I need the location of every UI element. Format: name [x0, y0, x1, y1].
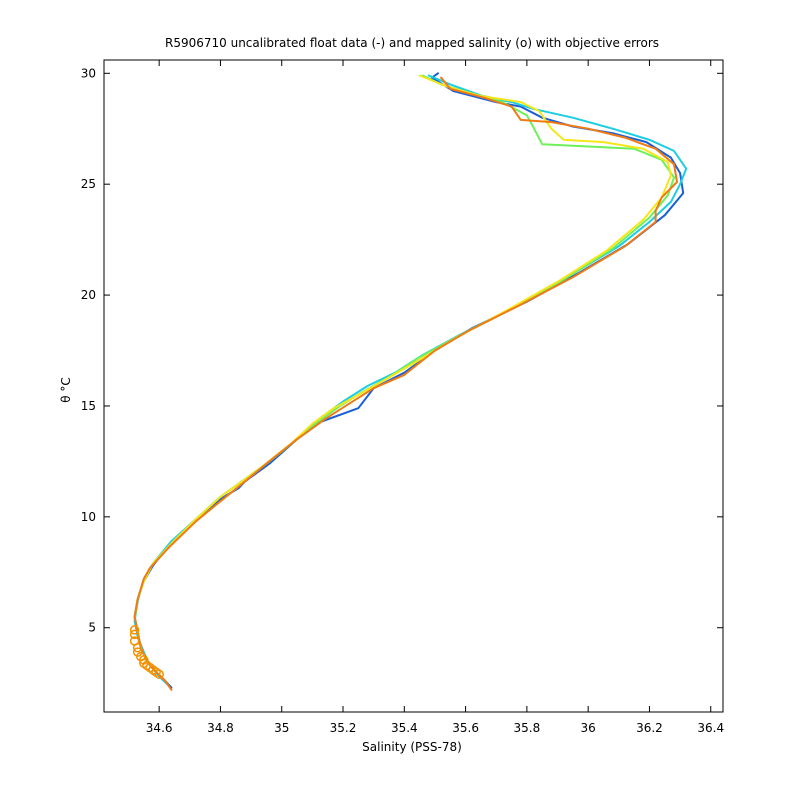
- y-tick-label: 15: [81, 399, 96, 413]
- x-tick-label: 35.2: [330, 721, 357, 735]
- x-tick-label: 35: [274, 721, 289, 735]
- series-line-3: [133, 74, 675, 620]
- x-tick-label: 36: [581, 721, 596, 735]
- series-line-2: [133, 74, 688, 687]
- plot-frame: [103, 59, 724, 713]
- x-tick-label: 36.2: [636, 721, 663, 735]
- series-line-1: [133, 72, 685, 689]
- mapped-salinity-point: [154, 669, 164, 680]
- x-tick-label: 35.4: [391, 721, 418, 735]
- y-tick-label: 25: [81, 177, 96, 191]
- mapped-salinity-point: [129, 625, 140, 635]
- x-tick-label: 35.6: [452, 721, 479, 735]
- mapped-salinity-point: [132, 642, 143, 653]
- x-tick-label: 34.8: [207, 721, 234, 735]
- y-axis-title: θ °C: [59, 377, 73, 403]
- y-tick-label: 5: [88, 621, 96, 635]
- x-tick-label: 36.4: [697, 721, 724, 735]
- mapped-salinity-point: [129, 629, 140, 640]
- x-axis-ticks: 34.6 34.8 35 35.2 35.4 35.6 35.8 36 36.2 36.4: [146, 60, 724, 735]
- series-layer: [133, 72, 688, 691]
- y-tick-label: 10: [81, 510, 96, 524]
- y-axis-ticks: 5 10 15 20 25 30: [81, 66, 723, 635]
- series-line-5: [133, 76, 678, 691]
- chart-title: R5906710 uncalibrated float data (-) and…: [165, 36, 659, 50]
- x-tick-label: 35.8: [514, 721, 541, 735]
- mapped-salinity-markers: [129, 625, 164, 680]
- x-axis-title: Salinity (PSS-78): [362, 740, 462, 754]
- y-tick-label: 20: [81, 288, 96, 302]
- x-tick-label: 34.6: [146, 721, 173, 735]
- series-line-4: [133, 74, 672, 618]
- y-tick-label: 30: [81, 66, 96, 80]
